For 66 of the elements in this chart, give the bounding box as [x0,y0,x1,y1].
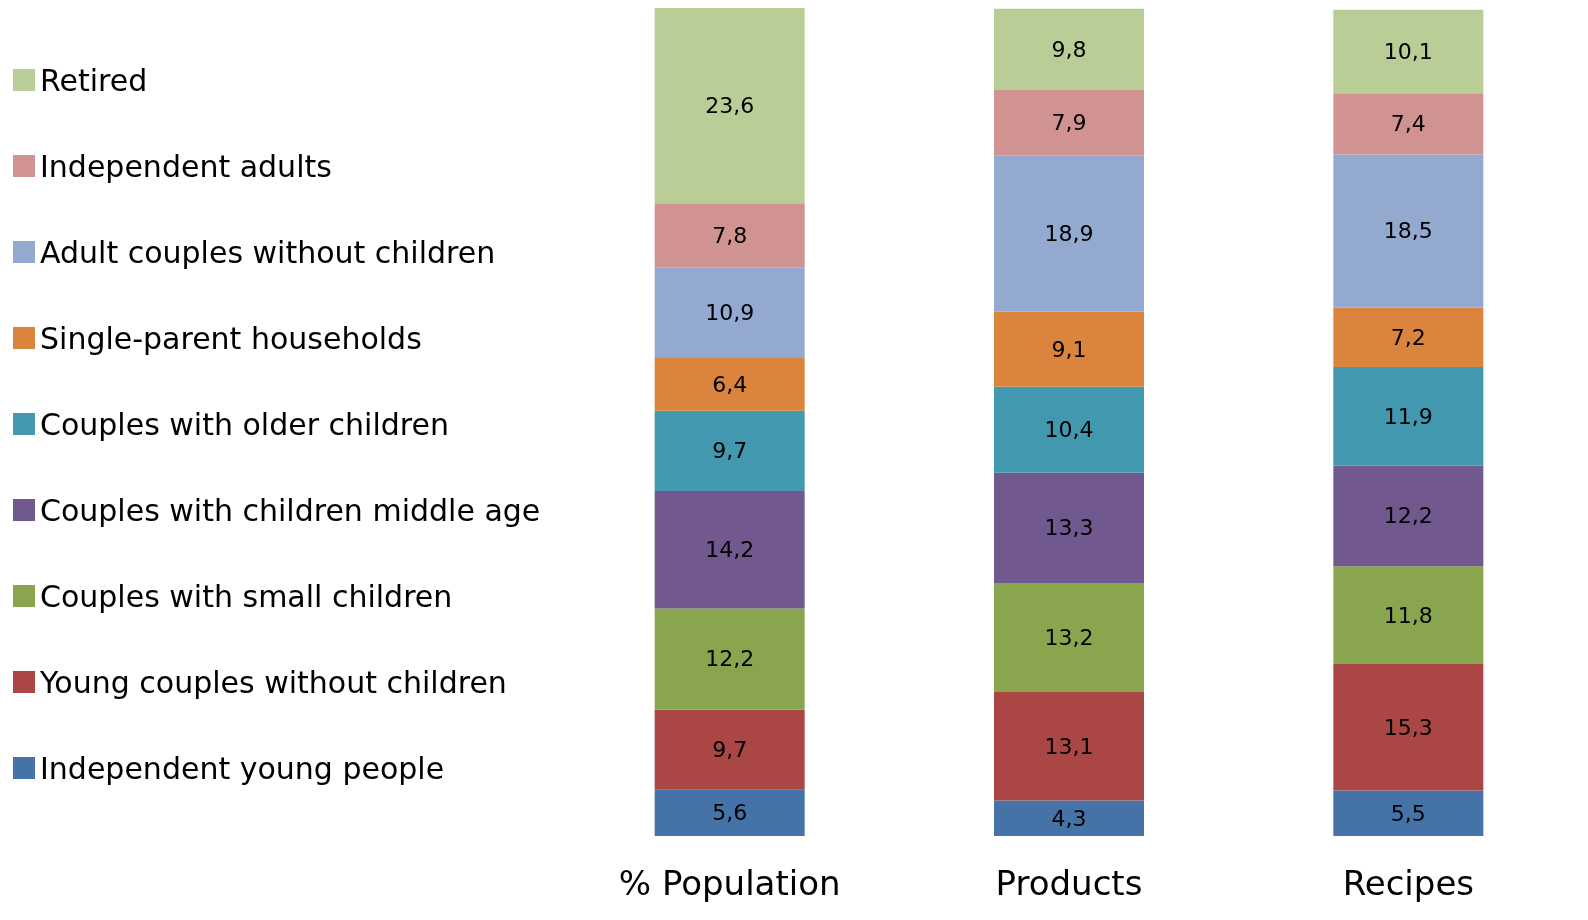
bar [1333,790,1484,836]
legend-label: Young couples without children [39,664,507,700]
data-label: 7,8 [712,222,748,248]
data-label: 7,9 [1051,110,1087,136]
bar [1333,566,1484,664]
legend-label: Couples with small children [40,578,453,614]
bar [1333,307,1484,367]
data-label: 5,5 [1390,800,1426,826]
x-tick-label: Recipes [1342,863,1475,903]
bar [994,311,1144,387]
bar [994,155,1144,312]
bar [654,267,805,358]
bar [994,582,1144,693]
bar [654,789,805,836]
bar [1333,93,1484,155]
bar [654,410,805,492]
bar [654,491,805,609]
x-tick-label: Products [995,863,1143,903]
bar [994,386,1144,473]
bar [654,203,805,268]
bar [654,709,805,790]
data-label: 11,8 [1383,602,1433,628]
data-label: 13,3 [1044,515,1094,541]
legend-label: Retired [40,62,148,98]
data-label: 10,4 [1044,417,1094,443]
data-label: 13,2 [1044,624,1094,650]
data-label: 10,9 [705,300,755,326]
data-label: 12,2 [705,646,755,672]
data-label: 15,3 [1383,714,1433,740]
data-label: 4,3 [1051,805,1087,831]
data-label: 13,1 [1044,733,1094,759]
legend-label: Independent young people [40,750,445,786]
bar [1333,465,1484,567]
bar [994,472,1144,583]
bar [994,692,1144,801]
bar [654,608,805,710]
legend-label: Couples with older children [40,406,449,442]
data-label: 12,2 [1383,503,1433,529]
bar [654,357,805,411]
data-label: 7,2 [1390,324,1426,350]
data-label: 9,7 [712,737,748,763]
bar [1333,154,1484,308]
bar [994,89,1144,156]
x-tick-label: % Population [618,863,841,903]
data-label: 9,1 [1051,336,1087,362]
data-label: 14,2 [705,537,755,563]
legend-label: Independent adults [40,148,332,184]
bar [654,8,805,204]
data-label: 18,5 [1383,218,1433,244]
data-label: 10,1 [1383,38,1433,64]
legend-label: Adult couples without children [40,234,496,270]
bar [994,8,1144,90]
data-label: 18,9 [1044,220,1094,246]
data-label: 6,4 [712,371,748,397]
bar [1333,663,1484,791]
data-label: 9,7 [712,438,748,464]
legend-label: Couples with children middle age [40,492,541,528]
data-label: 7,4 [1390,111,1426,137]
legend-label: Single-parent households [40,320,422,356]
bar [1333,366,1484,466]
data-label: 23,6 [705,93,755,119]
data-label: 5,6 [712,800,748,826]
bar [994,800,1144,836]
data-label: 9,8 [1051,36,1087,62]
bar [1333,9,1484,94]
data-label: 11,9 [1383,403,1433,429]
